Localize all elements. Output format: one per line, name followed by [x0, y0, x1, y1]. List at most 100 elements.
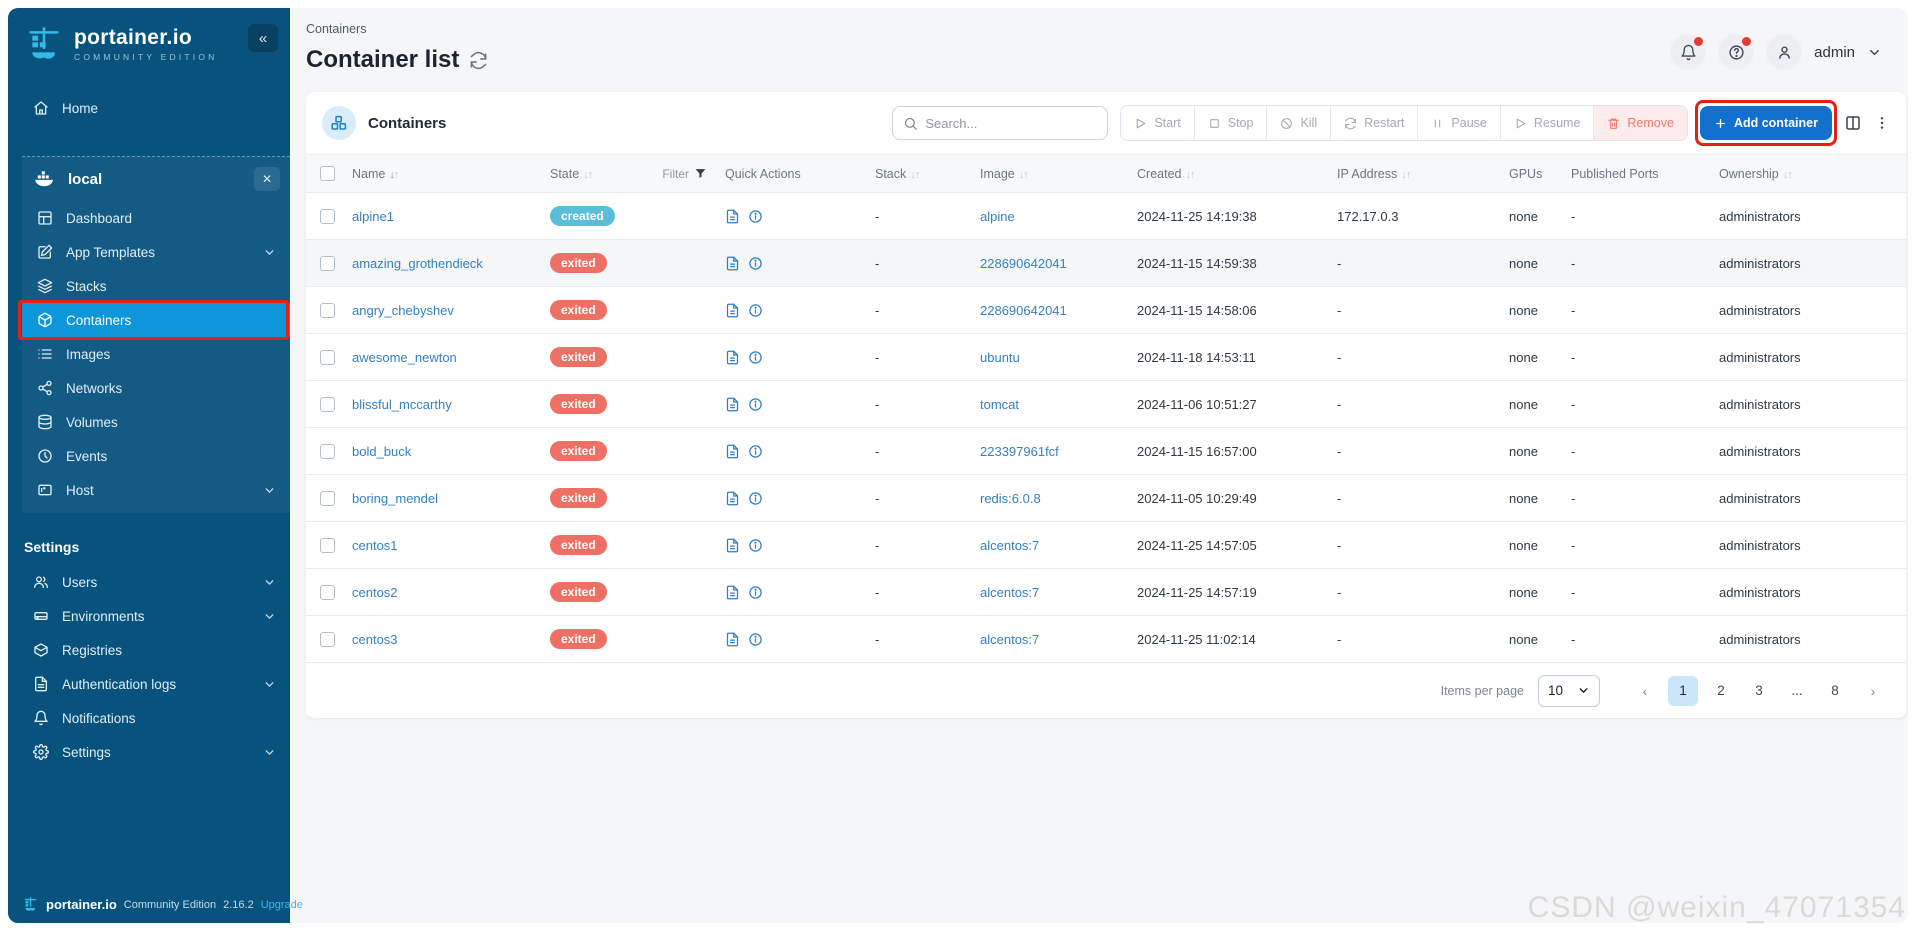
container-name-link[interactable]: blissful_mccarthy — [352, 396, 452, 412]
columns-settings-icon[interactable] — [1844, 114, 1862, 132]
image-link[interactable]: redis:6.0.8 — [980, 490, 1041, 506]
logs-icon[interactable] — [725, 397, 740, 412]
user-avatar[interactable] — [1766, 34, 1803, 70]
container-name-link[interactable]: centos3 — [352, 631, 398, 647]
search-box[interactable] — [892, 106, 1109, 140]
logs-icon[interactable] — [725, 303, 740, 318]
chevron-down-icon[interactable] — [1867, 45, 1882, 60]
container-name-link[interactable]: bold_buck — [352, 443, 412, 459]
logs-icon[interactable] — [725, 256, 740, 271]
column-header-ip[interactable]: IP Address ↓↑ — [1337, 166, 1411, 181]
environment-header[interactable]: local ✕ — [22, 157, 290, 201]
row-checkbox[interactable] — [319, 490, 335, 506]
image-link[interactable]: alcentos:7 — [980, 631, 1040, 647]
row-checkbox[interactable] — [319, 302, 335, 318]
breadcrumb[interactable]: Containers — [306, 22, 367, 36]
container-name-link[interactable]: boring_mendel — [352, 490, 439, 506]
logs-icon[interactable] — [725, 491, 740, 506]
sidebar-item-settings[interactable]: Settings — [8, 735, 290, 769]
select-all-checkbox[interactable] — [319, 166, 335, 181]
sidebar-item-users[interactable]: Users — [8, 565, 290, 599]
sidebar-item-registries[interactable]: Registries — [8, 633, 290, 667]
page-button[interactable]: 3 — [1755, 683, 1763, 698]
container-name-link[interactable]: amazing_grothendieck — [352, 255, 483, 271]
inspect-info-icon[interactable] — [748, 397, 763, 412]
image-link[interactable]: alpine — [980, 208, 1015, 224]
sidebar-item-notifications[interactable]: Notifications — [8, 701, 290, 735]
image-link[interactable]: alcentos:7 — [980, 537, 1040, 553]
close-icon[interactable]: ✕ — [254, 167, 280, 191]
container-name-link[interactable]: awesome_newton — [352, 349, 457, 365]
sidebar-item-images[interactable]: Images — [22, 337, 290, 371]
logs-icon[interactable] — [725, 209, 740, 224]
sidebar-item-home[interactable]: Home — [8, 90, 290, 126]
image-link[interactable]: tomcat — [980, 396, 1020, 412]
page-button[interactable]: 1 — [1668, 675, 1698, 706]
sidebar-collapse-button[interactable]: « — [248, 24, 278, 52]
restart-button[interactable]: Restart — [1331, 106, 1419, 140]
logs-icon[interactable] — [725, 632, 740, 647]
items-per-page-select[interactable]: 10 — [1538, 674, 1600, 707]
column-header-ownership[interactable]: Ownership ↓↑ — [1719, 166, 1793, 181]
image-link[interactable]: 228690642041 — [980, 255, 1067, 271]
image-link[interactable]: alcentos:7 — [980, 584, 1040, 600]
sidebar-item-environments[interactable]: Environments — [8, 599, 290, 633]
container-name-link[interactable]: centos1 — [352, 537, 398, 553]
refresh-icon[interactable] — [469, 51, 488, 70]
column-header-image[interactable]: Image ↓↑ — [980, 166, 1029, 181]
row-checkbox[interactable] — [319, 537, 335, 553]
start-button[interactable]: Start — [1121, 106, 1195, 140]
inspect-info-icon[interactable] — [748, 350, 763, 365]
sidebar-item-host[interactable]: Host — [22, 473, 290, 507]
kill-button[interactable]: Kill — [1267, 106, 1332, 140]
sidebar-item-volumes[interactable]: Volumes — [22, 405, 290, 439]
logs-icon[interactable] — [725, 350, 740, 365]
sidebar-item-app-templates[interactable]: App Templates — [22, 235, 290, 269]
column-header-stack[interactable]: Stack ↓↑ — [875, 166, 920, 181]
row-checkbox[interactable] — [319, 443, 335, 459]
help-button[interactable] — [1718, 34, 1755, 70]
page-button[interactable]: 2 — [1717, 683, 1725, 698]
kebab-menu-icon[interactable] — [1874, 115, 1890, 131]
inspect-info-icon[interactable] — [748, 491, 763, 506]
sidebar-item-networks[interactable]: Networks — [22, 371, 290, 405]
inspect-info-icon[interactable] — [748, 632, 763, 647]
row-checkbox[interactable] — [319, 631, 335, 647]
sidebar-item-containers[interactable]: Containers — [18, 300, 290, 340]
logs-icon[interactable] — [725, 444, 740, 459]
container-name-link[interactable]: angry_chebyshev — [352, 302, 454, 318]
sidebar-item-stacks[interactable]: Stacks — [22, 269, 290, 303]
sidebar-item-events[interactable]: Events — [22, 439, 290, 473]
image-link[interactable]: ubuntu — [980, 349, 1020, 365]
inspect-info-icon[interactable] — [748, 256, 763, 271]
inspect-info-icon[interactable] — [748, 444, 763, 459]
row-checkbox[interactable] — [319, 208, 335, 224]
sidebar-item-authentication-logs[interactable]: Authentication logs — [8, 667, 290, 701]
notifications-bell-button[interactable] — [1670, 34, 1707, 70]
stop-button[interactable]: Stop — [1194, 106, 1268, 140]
state-filter-button[interactable]: Filter — [662, 167, 707, 181]
next-page-button[interactable]: › — [1870, 682, 1876, 699]
row-checkbox[interactable] — [319, 349, 335, 365]
prev-page-button[interactable]: ‹ — [1642, 682, 1648, 699]
inspect-info-icon[interactable] — [748, 538, 763, 553]
upgrade-link[interactable]: Upgrade — [260, 898, 303, 911]
container-name-link[interactable]: alpine1 — [352, 208, 394, 224]
add-container-button[interactable]: Add container — [1699, 106, 1832, 140]
inspect-info-icon[interactable] — [748, 303, 763, 318]
logs-icon[interactable] — [725, 538, 740, 553]
sidebar-item-dashboard[interactable]: Dashboard — [22, 201, 290, 235]
container-name-link[interactable]: centos2 — [352, 584, 398, 600]
image-link[interactable]: 223397961fcf — [980, 443, 1059, 459]
row-checkbox[interactable] — [319, 396, 335, 412]
resume-button[interactable]: Resume — [1500, 106, 1595, 140]
inspect-info-icon[interactable] — [748, 209, 763, 224]
row-checkbox[interactable] — [319, 255, 335, 271]
image-link[interactable]: 228690642041 — [980, 302, 1067, 318]
remove-button[interactable]: Remove — [1594, 106, 1687, 140]
search-input[interactable] — [925, 115, 1102, 131]
column-header-name[interactable]: Name ↓↑ — [352, 166, 399, 181]
inspect-info-icon[interactable] — [748, 585, 763, 600]
row-checkbox[interactable] — [319, 584, 335, 600]
column-header-state[interactable]: State ↓↑ — [550, 166, 593, 181]
